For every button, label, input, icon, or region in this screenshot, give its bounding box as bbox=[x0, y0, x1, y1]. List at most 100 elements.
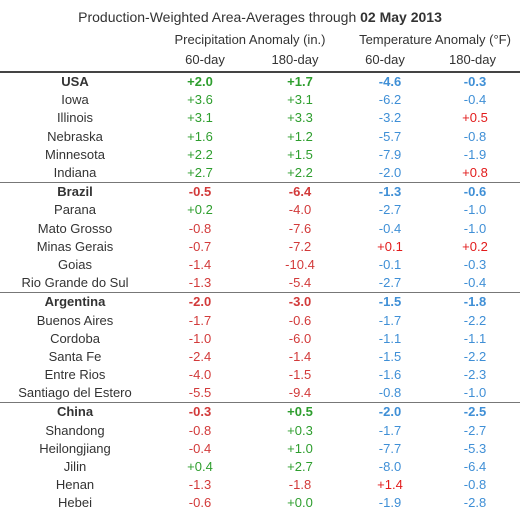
region-name-cell: Goias bbox=[58, 256, 92, 272]
region-name-cell: Iowa bbox=[61, 92, 89, 108]
temp-60-cell: -3.2 bbox=[378, 110, 402, 126]
temp-180-cell: +0.8 bbox=[462, 165, 488, 181]
region-name-cell: Parana bbox=[54, 202, 96, 218]
temp-60-cell: -2.0 bbox=[378, 165, 402, 181]
temp-180-cell: -2.2 bbox=[463, 348, 487, 364]
precip-180-cell: -10.4 bbox=[285, 256, 315, 272]
temp-60-cell: -2.7 bbox=[378, 202, 402, 218]
table-row: Hebei -0.6 +0.0 -1.9 -2.8 bbox=[0, 494, 520, 512]
temp-60-cell: -1.1 bbox=[378, 330, 402, 346]
country-row: China -0.3 +0.5 -2.0 -2.5 bbox=[0, 402, 520, 422]
temp-180-cell: -0.4 bbox=[463, 275, 487, 291]
precip-180-cell: +0.5 bbox=[250, 402, 350, 422]
precip-60-cell: +2.2 bbox=[187, 146, 213, 162]
data-table: USA +2.0 +1.7 -4.6 -0.3 Iowa +3.6 +3.1 -6.2 -0.4 I… bbox=[0, 73, 520, 513]
precip-180-cell: -6.4 bbox=[250, 182, 350, 202]
precip-180-cell: -7.6 bbox=[288, 220, 312, 236]
table-row: Shandong -0.8 +0.3 -1.7 -2.7 bbox=[0, 422, 520, 440]
region-name-cell: Illinois bbox=[56, 110, 94, 126]
precip-180-cell: +3.1 bbox=[287, 92, 313, 108]
precip-60-cell: -0.4 bbox=[188, 440, 212, 456]
precip-60-cell: +0.2 bbox=[187, 202, 213, 218]
region-name-cell: Entre Rios bbox=[44, 367, 106, 383]
precip-180-cell: -1.5 bbox=[288, 367, 312, 383]
region-name-cell: Minas Gerais bbox=[36, 238, 114, 254]
temp-60-cell: -1.6 bbox=[378, 367, 402, 383]
temp-180-cell: -1.0 bbox=[463, 220, 487, 236]
col-header-temp-60: 60-day bbox=[365, 52, 405, 67]
table-row: Minas Gerais -0.7 -7.2 +0.1 +0.2 bbox=[0, 238, 520, 256]
precip-180-cell: +1.0 bbox=[287, 440, 313, 456]
precip-180-cell: -1.8 bbox=[288, 477, 312, 493]
temp-180-cell: -1.1 bbox=[463, 330, 487, 346]
precip-60-cell: -1.7 bbox=[188, 312, 212, 328]
precip-180-cell: +1.5 bbox=[287, 146, 313, 162]
region-name-cell: Cordoba bbox=[50, 330, 100, 346]
region-name-cell: Jilin bbox=[63, 459, 87, 475]
table-row: Iowa +3.6 +3.1 -6.2 -0.4 bbox=[0, 91, 520, 109]
temp-180-cell: -1.9 bbox=[463, 146, 487, 162]
temp-180-cell: -0.8 bbox=[463, 128, 487, 144]
temp-60-cell: +0.1 bbox=[377, 238, 403, 254]
region-name-cell: Santiago del Estero bbox=[18, 385, 132, 401]
precip-60-cell: +3.6 bbox=[187, 92, 213, 108]
precip-180-cell: +3.3 bbox=[287, 110, 313, 126]
temp-60-cell: +1.4 bbox=[377, 477, 403, 493]
precip-60-cell: -0.8 bbox=[188, 422, 212, 438]
header-divider bbox=[0, 71, 520, 73]
table-row: Goias -1.4 -10.4 -0.1 -0.3 bbox=[0, 256, 520, 274]
temp-60-cell: -1.5 bbox=[350, 292, 430, 312]
table-row: Illinois +3.1 +3.3 -3.2 +0.5 bbox=[0, 109, 520, 127]
precip-60-cell: -1.4 bbox=[188, 256, 212, 272]
precip-60-cell: -1.3 bbox=[188, 477, 212, 493]
region-name-cell: Henan bbox=[55, 477, 95, 493]
temp-180-cell: +0.2 bbox=[462, 238, 488, 254]
region-name-cell: Mato Grosso bbox=[37, 220, 113, 236]
temp-180-cell: -6.4 bbox=[463, 459, 487, 475]
region-name-cell: Indiana bbox=[53, 165, 97, 181]
temp-60-cell: -4.6 bbox=[378, 74, 402, 90]
region-name-cell: Heilongjiang bbox=[39, 440, 111, 456]
table-row: Rio Grande do Sul -1.3 -5.4 -2.7 -0.4 bbox=[0, 274, 520, 293]
precip-60-cell: -1.0 bbox=[188, 330, 212, 346]
precip-180-cell: +0.3 bbox=[287, 422, 313, 438]
table-row: Buenos Aires -1.7 -0.6 -1.7 -2.2 bbox=[0, 311, 520, 329]
temp-60-cell: -0.4 bbox=[378, 220, 402, 236]
temp-60-cell: -8.0 bbox=[378, 459, 402, 475]
col-header-temp-180: 180-day bbox=[449, 52, 496, 67]
temp-group-header: Temperature Anomaly (°F) bbox=[359, 32, 511, 47]
temp-180-cell: -2.3 bbox=[463, 367, 487, 383]
precip-60-cell: -5.5 bbox=[188, 385, 212, 401]
precip-180-cell: +0.0 bbox=[287, 495, 313, 511]
precip-180-cell: -7.2 bbox=[288, 238, 312, 254]
col-header-precip-60: 60-day bbox=[185, 52, 225, 67]
precip-60-cell: +3.1 bbox=[187, 110, 213, 126]
precip-180-cell: -1.4 bbox=[288, 348, 312, 364]
precip-60-cell: -2.4 bbox=[188, 348, 212, 364]
precip-60-cell: +0.4 bbox=[187, 459, 213, 475]
temp-60-cell: -0.1 bbox=[378, 256, 402, 272]
table-row: Parana +0.2 -4.0 -2.7 -1.0 bbox=[0, 201, 520, 219]
precip-group-header: Precipitation Anomaly (in.) bbox=[174, 32, 326, 47]
temp-180-cell: -0.3 bbox=[463, 74, 487, 90]
region-name-cell: China bbox=[0, 402, 150, 422]
table-row: Nebraska +1.6 +1.2 -5.7 -0.8 bbox=[0, 128, 520, 146]
temp-180-cell: -2.7 bbox=[463, 422, 487, 438]
title-prefix: Production-Weighted Area-Averages throug… bbox=[78, 9, 361, 25]
table-row: Indiana +2.7 +2.2 -2.0 +0.8 bbox=[0, 164, 520, 183]
region-name-cell: Buenos Aires bbox=[36, 312, 114, 328]
region-name-cell: Minnesota bbox=[45, 146, 105, 162]
precip-60-cell: -4.0 bbox=[188, 367, 212, 383]
temp-60-cell: -2.0 bbox=[350, 402, 430, 422]
table-row: Jilin +0.4 +2.7 -8.0 -6.4 bbox=[0, 458, 520, 476]
temp-60-cell: -1.3 bbox=[350, 182, 430, 202]
region-name-cell: Shandong bbox=[45, 422, 105, 438]
col-header-precip-180: 180-day bbox=[271, 52, 319, 67]
table-row: Heilongjiang -0.4 +1.0 -7.7 -5.3 bbox=[0, 440, 520, 458]
temp-180-cell: -0.6 bbox=[430, 182, 520, 202]
page-title: Production-Weighted Area-Averages throug… bbox=[0, 9, 520, 25]
precip-180-cell: +1.2 bbox=[287, 128, 313, 144]
precip-180-cell: +1.7 bbox=[287, 74, 313, 90]
precip-60-cell: +1.6 bbox=[187, 128, 213, 144]
